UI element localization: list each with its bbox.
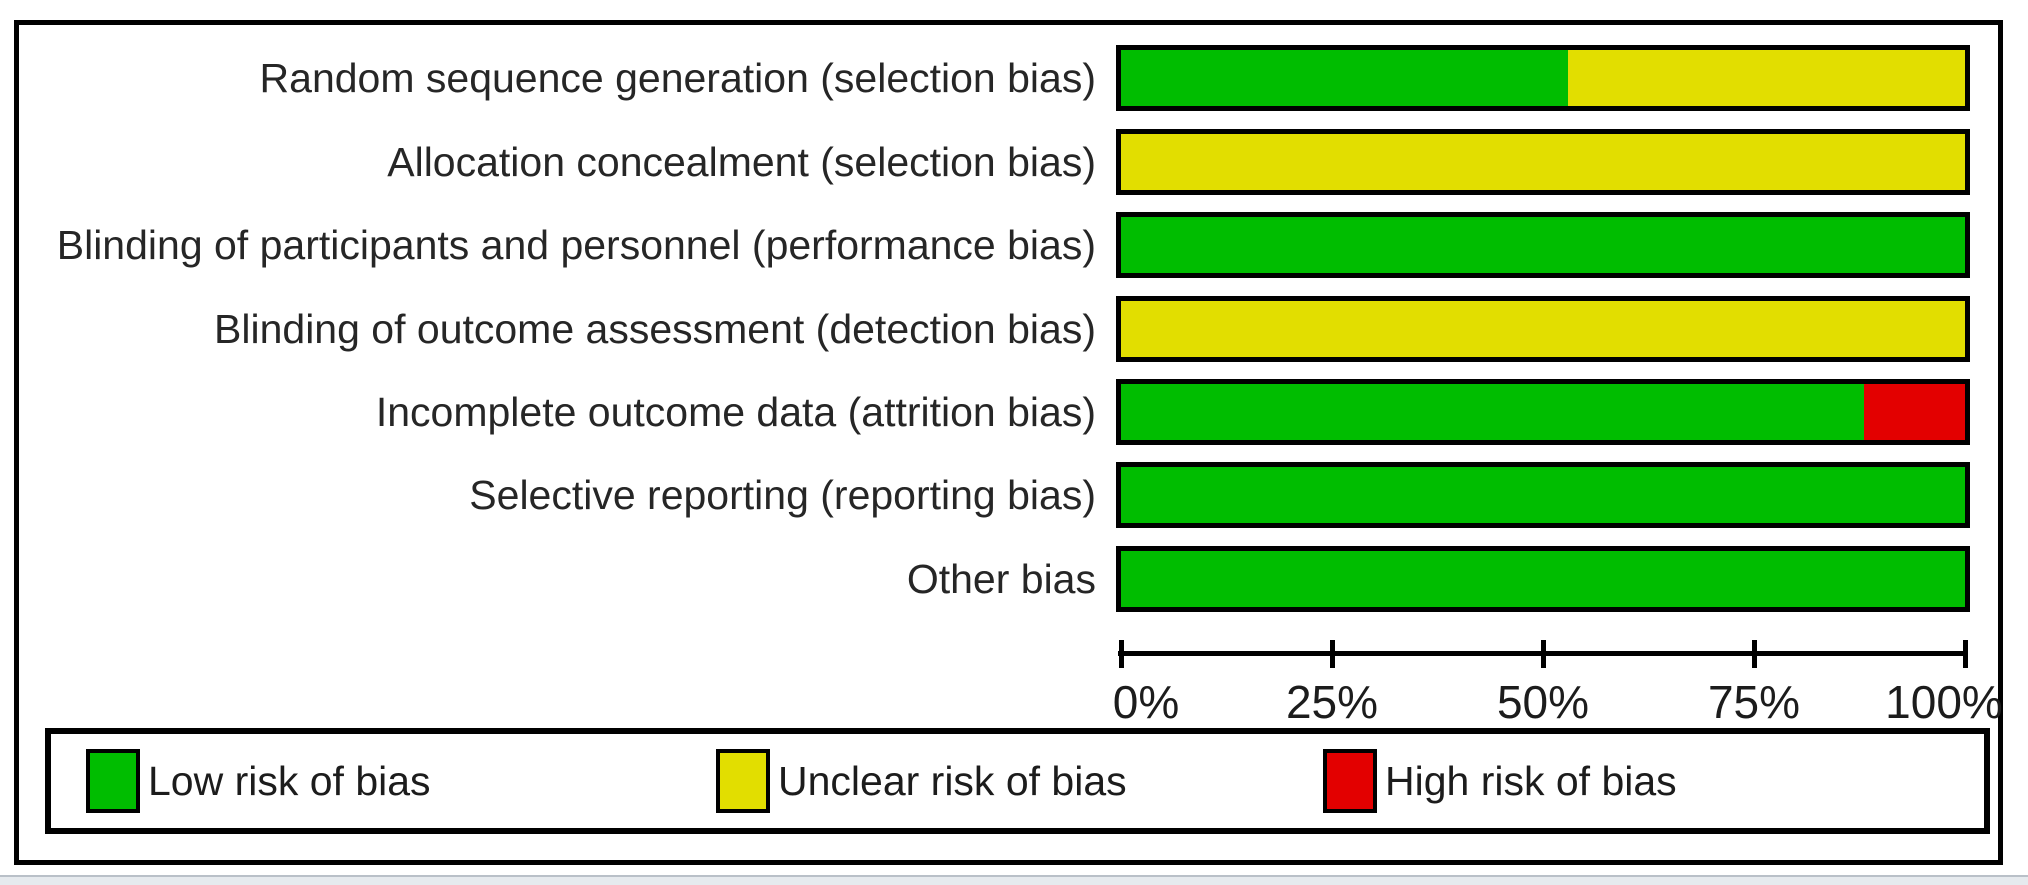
bar-segment-low-risk: [1121, 50, 1569, 106]
x-axis-tick: [1330, 640, 1335, 668]
x-axis-tick-label: 100%: [1885, 676, 2003, 728]
bias-domain-row: Allocation concealment (selection bias): [0, 129, 2028, 195]
bias-domain-row: Blinding of participants and personnel (…: [0, 212, 2028, 278]
stacked-bar: [1116, 546, 1970, 612]
bias-domain-label: Random sequence generation (selection bi…: [259, 55, 1096, 101]
bias-domain-label: Other bias: [906, 556, 1096, 602]
x-axis-tick-label: 0%: [1112, 676, 1180, 728]
legend-item-unclear-risk: Unclear risk of bias: [716, 749, 1127, 813]
bar-segment-low-risk: [1121, 217, 1965, 273]
legend-label: Unclear risk of bias: [778, 758, 1127, 804]
stacked-bar: [1116, 296, 1970, 362]
x-axis-tick-label: 50%: [1496, 676, 1590, 728]
bar-segment-low-risk: [1121, 384, 1864, 440]
bias-domain-row: Random sequence generation (selection bi…: [0, 45, 2028, 111]
x-axis-tick: [1752, 640, 1757, 668]
bar-segment-unclear-risk: [1568, 50, 1965, 106]
legend-item-high-risk: High risk of bias: [1323, 749, 1677, 813]
bias-domain-row: Incomplete outcome data (attrition bias): [0, 379, 2028, 445]
legend-label: Low risk of bias: [148, 758, 431, 804]
legend-swatch-high-risk: [1323, 749, 1377, 813]
bias-domain-label: Allocation concealment (selection bias): [387, 139, 1096, 185]
bias-domain-label: Blinding of outcome assessment (detectio…: [214, 306, 1096, 352]
stacked-bar: [1116, 379, 1970, 445]
stacked-bar: [1116, 462, 1970, 528]
legend-item-low-risk: Low risk of bias: [86, 749, 431, 813]
bar-segment-low-risk: [1121, 467, 1965, 523]
x-axis-tick-label: 25%: [1285, 676, 1379, 728]
bias-domain-label: Incomplete outcome data (attrition bias): [375, 389, 1096, 435]
stacked-bar: [1116, 212, 1970, 278]
legend-swatch-unclear-risk: [716, 749, 770, 813]
legend-label: High risk of bias: [1385, 758, 1677, 804]
bias-domain-row: Selective reporting (reporting bias): [0, 462, 2028, 528]
x-axis-tick: [1119, 640, 1124, 668]
x-axis-tick: [1541, 640, 1546, 668]
bar-segment-high-risk: [1863, 384, 1965, 440]
bar-segment-unclear-risk: [1121, 134, 1965, 190]
bias-domain-row: Blinding of outcome assessment (detectio…: [0, 296, 2028, 362]
bar-segment-low-risk: [1121, 551, 1965, 607]
legend-swatch-low-risk: [86, 749, 140, 813]
legend-box: Low risk of bias Unclear risk of bias High…: [45, 728, 1990, 834]
bias-domain-label: Selective reporting (reporting bias): [469, 472, 1096, 518]
window-bottom-edge: [0, 875, 2028, 885]
x-axis-tick: [1963, 640, 1968, 668]
stacked-bar: [1116, 45, 1970, 111]
x-axis-tick-label: 75%: [1707, 676, 1801, 728]
bar-segment-unclear-risk: [1121, 301, 1965, 357]
bias-domain-label: Blinding of participants and personnel (…: [56, 222, 1096, 268]
bias-domain-row: Other bias: [0, 546, 2028, 612]
stacked-bar: [1116, 129, 1970, 195]
